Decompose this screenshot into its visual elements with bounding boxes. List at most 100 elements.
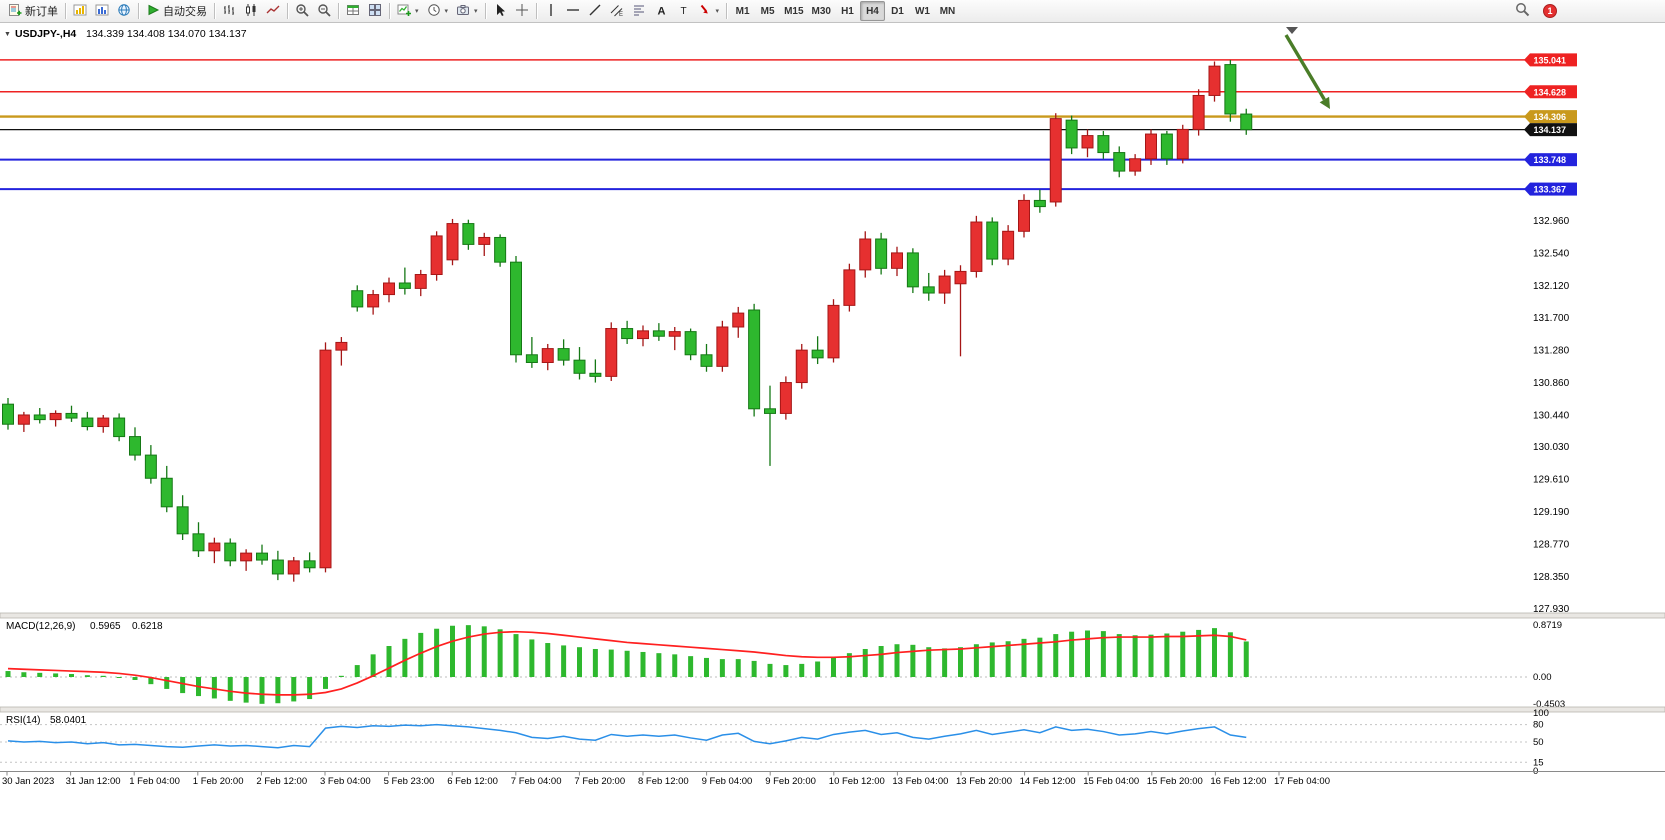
collapse-arrow-icon[interactable]: ▼ (4, 31, 11, 38)
new-order-button[interactable]: 新订单 (4, 1, 62, 21)
price-scale-label: 129.610 (1533, 475, 1570, 486)
cross-icon (515, 3, 529, 20)
price-scale-label: 131.280 (1533, 346, 1570, 357)
toolbar-separator (484, 3, 486, 19)
label-button[interactable]: T (672, 1, 694, 21)
candle-body (81, 417, 94, 428)
bar-chart-button[interactable] (218, 1, 240, 21)
timeframe-d1[interactable]: D1 (885, 1, 910, 21)
rsi-value: 58.0401 (50, 715, 87, 726)
new-chart-icon[interactable] (69, 1, 91, 21)
macd-histogram-bar (1243, 641, 1249, 677)
fibonacci-button[interactable] (628, 1, 650, 21)
channel-icon: E (610, 3, 624, 20)
auto-trading-button-label: 自动交易 (163, 6, 207, 18)
time-axis-label: 13 Feb 20:00 (956, 776, 1012, 787)
horizontal-line-button[interactable] (562, 1, 584, 21)
macd-histogram-bar (53, 673, 59, 677)
candle-body (779, 382, 792, 414)
price-tag-notch (1524, 153, 1530, 167)
macd-histogram-bar (402, 638, 408, 677)
candle-body (1018, 199, 1030, 232)
rsi-label: RSI(14) (6, 715, 40, 726)
candle-body (621, 328, 634, 340)
candle-body (478, 236, 491, 245)
zoomin-icon (295, 3, 309, 20)
macd-histogram-bar (751, 660, 757, 677)
search-icon (1515, 2, 1530, 20)
candle-body (2, 403, 14, 425)
periods-button[interactable]: ▾ (423, 1, 453, 21)
candle-body (1145, 133, 1157, 160)
timeframe-mn[interactable]: MN (935, 1, 960, 21)
tile-windows-button[interactable] (364, 1, 386, 21)
candle-body (1208, 65, 1221, 96)
macd-histogram-bar (513, 634, 519, 677)
market-watch-button[interactable] (342, 1, 364, 21)
candlestick-chart-button[interactable] (240, 1, 262, 21)
price-tag-notch (1524, 123, 1530, 137)
timeframe-h1[interactable]: H1 (835, 1, 860, 21)
time-axis-label: 2 Feb 12:00 (256, 776, 307, 787)
equidistant-channel-button[interactable]: E (606, 1, 628, 21)
candle-body (65, 412, 78, 419)
zoom-out-button[interactable] (313, 1, 335, 21)
search-button[interactable] (1511, 1, 1534, 21)
vertical-line-button[interactable] (540, 1, 562, 21)
candle-body (764, 408, 776, 414)
trend-arrow-shaft[interactable] (1284, 34, 1326, 101)
vline-icon (544, 3, 558, 20)
candle-body (1065, 119, 1078, 149)
candle-body (49, 412, 62, 421)
price-tag-notch (1524, 85, 1530, 99)
timeframe-h4[interactable]: H4 (859, 1, 885, 21)
line-chart-button[interactable] (262, 1, 284, 21)
candle-body (525, 354, 538, 363)
macd-histogram-bar (831, 657, 836, 677)
price-tag-label: 134.306 (1534, 112, 1567, 122)
candle-body (954, 270, 967, 285)
candle-body (1081, 135, 1094, 149)
notification-badge[interactable]: 1 (1543, 4, 1557, 18)
timeframe-m5[interactable]: M5 (755, 1, 780, 21)
macd-histogram-bar (434, 628, 440, 677)
timeframe-m1[interactable]: M1 (730, 1, 755, 21)
macd-histogram-bar (1069, 631, 1075, 677)
macd-histogram-bar (386, 646, 392, 677)
candle-body (1224, 64, 1237, 115)
macd-histogram-bar (783, 665, 789, 677)
candle-body (1176, 128, 1189, 160)
web-terminal-icon[interactable] (113, 1, 135, 21)
chart-plot[interactable] (0, 23, 1528, 611)
trendline-button[interactable] (584, 1, 606, 21)
price-scale-label: 130.440 (1533, 410, 1570, 421)
price-tag-label: 134.628 (1534, 87, 1567, 97)
text-button[interactable]: A (650, 1, 672, 21)
time-axis[interactable]: 30 Jan 2023 31 Jan 12:00 1 Feb 04:00 1 Feb … (0, 771, 1665, 788)
chart-shift-marker-icon[interactable] (1286, 27, 1298, 34)
price-scale[interactable]: 132.960 132.540 132.120 131.700 131.280 130.8… (1524, 53, 1577, 615)
arrows-button[interactable]: ▾ (694, 1, 724, 21)
timeframe-w1[interactable]: W1 (910, 1, 935, 21)
profiles-icon[interactable] (91, 1, 113, 21)
macd-histogram-bar (672, 654, 678, 677)
indicators-button[interactable]: ▾ (393, 1, 423, 21)
toolbar: 新订单 自动交易 ▾ ▾ ▾ E A T ▾ M1 M5 M15 M30 H1 H4 D1 W1 MN 1 (0, 0, 1665, 23)
time-axis-label: 9 Feb 20:00 (765, 776, 816, 787)
auto-trading-button[interactable]: 自动交易 (142, 1, 211, 21)
chart-svg: 132.960 132.540 132.120 131.700 131.280 130.8… (0, 23, 1665, 788)
panel-separator[interactable] (0, 612, 1665, 619)
time-axis-label: 15 Feb 20:00 (1147, 776, 1203, 787)
time-axis-label: 7 Feb 04:00 (511, 776, 562, 787)
macd-histogram-bar (529, 639, 535, 677)
templates-button[interactable]: ▾ (452, 1, 482, 21)
timeframe-m30[interactable]: M30 (808, 1, 835, 21)
cursor-button[interactable] (489, 1, 511, 21)
candle-body (97, 417, 110, 428)
trend-arrow-head-icon[interactable] (1319, 96, 1330, 109)
macd-histogram-bar (1180, 631, 1186, 677)
timeframe-m15[interactable]: M15 (780, 1, 807, 21)
zoom-in-button[interactable] (291, 1, 313, 21)
panel-separator[interactable] (0, 706, 1665, 713)
crosshair-button[interactable] (511, 1, 533, 21)
